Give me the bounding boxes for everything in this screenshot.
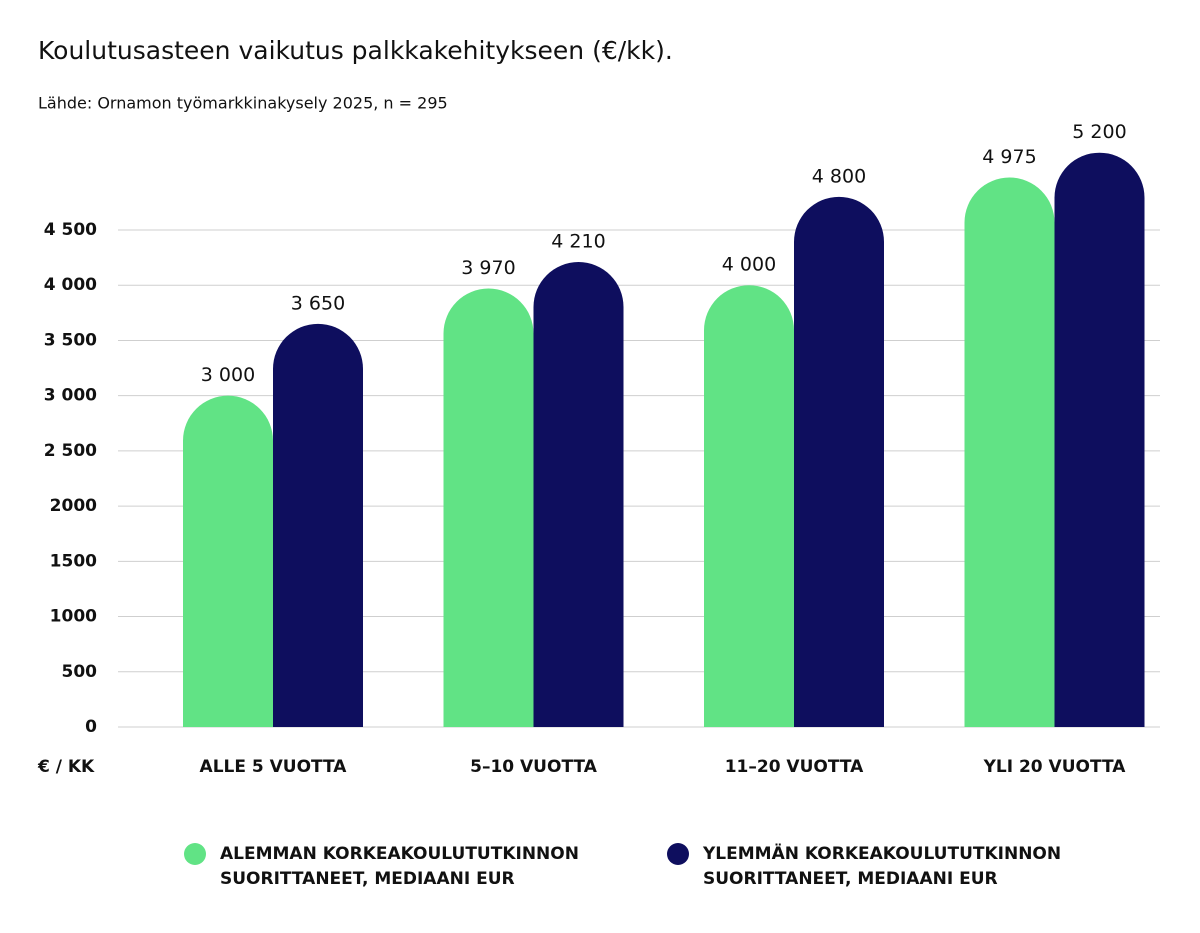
bar [964, 177, 1055, 728]
bar [443, 288, 534, 727]
value-label: 3 000 [201, 364, 255, 386]
legend-marker [667, 843, 689, 865]
bar [704, 285, 794, 727]
y-axis-label: € / KK [37, 757, 95, 777]
legend-label: YLEMMÄN KORKEAKOULUTUTKINNON SUORITTANEE… [703, 844, 1062, 889]
y-tick-label: 500 [62, 662, 98, 682]
legend-marker [184, 843, 206, 865]
x-tick-label: 11–20 VUOTTA [725, 757, 864, 777]
y-tick-label: 3 000 [44, 386, 97, 406]
value-label: 3 650 [291, 292, 345, 314]
legend-label: ALEMMAN KORKEAKOULUTUTKINNON SUORITTANEE… [220, 844, 579, 889]
x-tick-label: ALLE 5 VUOTTA [200, 757, 348, 777]
x-tick-label: 5–10 VUOTTA [470, 757, 598, 777]
y-tick-label: 2000 [50, 496, 97, 516]
y-tick-label: 1500 [50, 551, 97, 571]
value-label: 4 000 [722, 254, 776, 276]
y-tick-label: 4 000 [44, 275, 97, 295]
chart-subtitle: Lähde: Ornamon työmarkkinakysely 2025, n… [38, 94, 448, 113]
value-label: 4 800 [812, 165, 866, 187]
bar [794, 196, 884, 727]
y-tick-label: 0 [85, 717, 97, 737]
y-tick-label: 4 500 [44, 220, 97, 240]
bar [533, 262, 624, 727]
value-label: 4 975 [982, 146, 1036, 168]
y-tick-label: 1000 [50, 607, 97, 627]
y-tick-label: 2 500 [44, 441, 97, 461]
bar [273, 323, 363, 727]
chart-title: Koulutusasteen vaikutus palkkakehityksee… [38, 36, 673, 65]
x-tick-label: YLI 20 VUOTTA [983, 757, 1127, 777]
value-label: 4 210 [551, 231, 605, 253]
y-tick-label: 3 500 [44, 330, 97, 350]
bar [183, 395, 273, 727]
bar [1054, 152, 1145, 727]
value-label: 3 970 [461, 257, 515, 279]
value-label: 5 200 [1072, 121, 1126, 143]
